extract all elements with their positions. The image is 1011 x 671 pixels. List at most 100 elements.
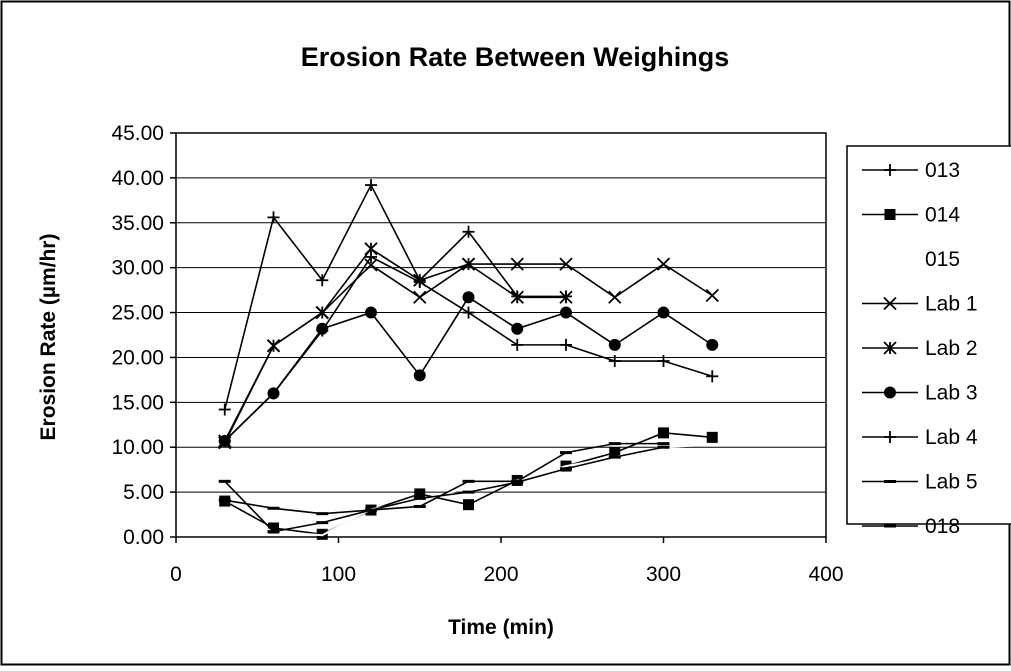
legend-label: Lab 3	[925, 382, 978, 405]
data-point	[511, 322, 524, 335]
data-point	[510, 257, 524, 271]
data-point	[267, 211, 280, 224]
data-point	[656, 257, 671, 271]
x-tick-label: 400	[808, 563, 843, 586]
data-point	[462, 225, 475, 238]
x-axis-label: Time (min)	[448, 616, 554, 639]
legend-item: 014	[862, 204, 960, 227]
y-axis-label: Erosion Rate (µm/hr)	[37, 234, 60, 441]
marker-square	[884, 209, 896, 220]
legend-label: 015	[925, 248, 960, 271]
series-lab-2	[218, 242, 573, 448]
data-point	[705, 288, 719, 303]
y-tick-label: 0.00	[123, 526, 164, 549]
legend-label: Lab 1	[925, 293, 978, 316]
data-point	[365, 179, 377, 192]
data-point	[706, 431, 718, 443]
legend-label: Lab 2	[925, 337, 978, 360]
y-tick-label: 5.00	[123, 481, 164, 504]
data-point	[462, 291, 475, 304]
data-point	[706, 338, 719, 351]
marker-circle	[884, 386, 896, 399]
data-point	[511, 338, 524, 351]
data-point	[510, 290, 524, 304]
series-line	[223, 183, 566, 410]
legend-item: Lab 3	[862, 382, 978, 405]
legend-item: 018	[862, 515, 960, 538]
y-tick-label: 10.00	[111, 436, 164, 459]
marker-x	[510, 257, 524, 271]
y-tick-label: 15.00	[111, 391, 164, 414]
data-point	[706, 370, 719, 383]
legend-item: Lab 1	[862, 293, 978, 316]
legend-label: 014	[925, 204, 960, 227]
series-013	[218, 179, 572, 416]
legend-item: Lab 4	[862, 426, 978, 449]
marker-circle	[657, 306, 670, 319]
legend-label: 013	[925, 159, 960, 182]
legend-item: Lab 5	[862, 471, 978, 494]
data-point	[365, 250, 377, 263]
data-point	[267, 387, 280, 400]
series-018	[218, 445, 670, 516]
data-point	[608, 338, 621, 351]
x-tick-label: 100	[321, 563, 356, 586]
marker-x	[413, 290, 427, 304]
legend: 013 014 015 Lab 1 Lab 2 Lab 3 Lab 4 Lab 5 018	[862, 159, 978, 538]
marker-square	[658, 427, 669, 439]
data-point	[657, 355, 670, 368]
marker-circle	[365, 306, 377, 319]
series-layer	[218, 179, 719, 540]
data-point	[560, 338, 572, 351]
x-tick-label: 0	[170, 563, 182, 586]
chart-title: Erosion Rate Between Weighings	[301, 42, 730, 72]
marker-x	[656, 257, 671, 271]
data-point	[559, 290, 573, 304]
marker-circle	[706, 338, 719, 351]
y-axis: 0.00 5.00 10.00 15.00 20.00 25.00 30.00 35.00 40…	[111, 122, 176, 549]
marker-x	[883, 296, 897, 311]
data-point	[413, 290, 427, 304]
y-tick-label: 35.00	[111, 212, 164, 235]
legend-item: Lab 2	[862, 337, 978, 360]
marker-x	[364, 258, 378, 272]
data-point	[364, 258, 378, 272]
legend-item: 015	[925, 248, 960, 271]
series-line	[224, 446, 664, 515]
data-point	[559, 257, 573, 271]
data-point	[657, 306, 670, 319]
data-point	[413, 276, 426, 289]
series-line	[224, 247, 566, 442]
marker-circle	[462, 291, 475, 304]
marker-square	[706, 431, 718, 443]
series-line	[224, 442, 664, 533]
x-axis: 0 100 200 300 400	[170, 537, 844, 586]
legend-label: Lab 4	[925, 426, 978, 449]
marker-x	[608, 290, 622, 304]
legend-label: Lab 5	[925, 471, 978, 494]
legend-box	[846, 145, 1011, 525]
x-tick-label: 200	[483, 563, 518, 586]
data-point	[413, 369, 426, 382]
series-lab-4	[218, 250, 719, 447]
marker-circle	[413, 369, 426, 382]
data-point	[560, 306, 572, 319]
data-point	[316, 324, 329, 337]
data-point	[461, 257, 476, 271]
y-tick-label: 45.00	[111, 122, 164, 145]
data-point	[365, 306, 377, 319]
marker-x	[705, 288, 719, 303]
marker-square	[463, 499, 474, 511]
y-tick-label: 25.00	[111, 302, 164, 325]
data-point	[266, 339, 281, 353]
x-tick-label: 300	[646, 563, 681, 586]
marker-x	[559, 257, 573, 271]
marker-circle	[608, 338, 621, 351]
data-point	[315, 305, 329, 320]
y-tick-label: 20.00	[111, 346, 164, 369]
data-point	[463, 499, 474, 511]
marker-circle	[511, 322, 524, 335]
